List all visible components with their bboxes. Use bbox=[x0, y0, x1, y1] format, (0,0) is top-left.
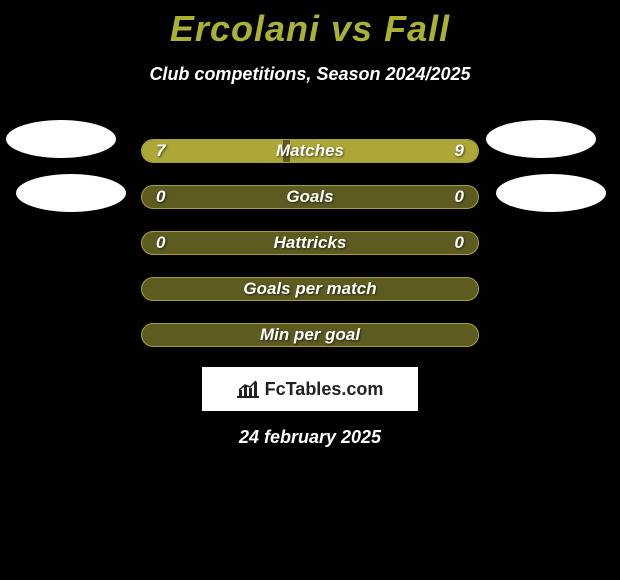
bar-label: Min per goal bbox=[260, 325, 360, 345]
bar-value-left: 7 bbox=[156, 141, 165, 161]
bar-value-right: 0 bbox=[455, 233, 464, 253]
bar-value-right: 0 bbox=[455, 187, 464, 207]
title-player2: Fall bbox=[384, 8, 450, 49]
logo-box: FcTables.com bbox=[202, 367, 418, 411]
team-badge-left-2 bbox=[16, 174, 126, 212]
stat-bars: 7 9 Matches 0 0 Goals 0 0 Hattricks Goals per mat… bbox=[141, 139, 479, 347]
stat-bar: Goals per match bbox=[141, 277, 479, 301]
bar-label: Goals bbox=[286, 187, 333, 207]
stat-bar: 0 0 Hattricks bbox=[141, 231, 479, 255]
title-player1: Ercolani bbox=[170, 8, 320, 49]
stat-bar: 0 0 Goals bbox=[141, 185, 479, 209]
team-badge-left-1 bbox=[6, 120, 116, 158]
bar-chart-icon bbox=[237, 380, 259, 398]
bar-value-right: 9 bbox=[455, 141, 464, 161]
team-badge-right-2 bbox=[496, 174, 606, 212]
stat-bar: 7 9 Matches bbox=[141, 139, 479, 163]
bar-label: Goals per match bbox=[243, 279, 376, 299]
team-badge-right-1 bbox=[486, 120, 596, 158]
subtitle: Club competitions, Season 2024/2025 bbox=[0, 64, 620, 85]
bar-label: Hattricks bbox=[274, 233, 347, 253]
stat-bar: Min per goal bbox=[141, 323, 479, 347]
title-vs: vs bbox=[331, 8, 373, 49]
bar-value-left: 0 bbox=[156, 233, 165, 253]
page-title: Ercolani vs Fall bbox=[0, 8, 620, 50]
bar-label: Matches bbox=[276, 141, 344, 161]
bar-value-left: 0 bbox=[156, 187, 165, 207]
date-text: 24 february 2025 bbox=[0, 427, 620, 448]
comparison-container: Ercolani vs Fall Club competitions, Seas… bbox=[0, 0, 620, 448]
logo-text: FcTables.com bbox=[265, 379, 384, 400]
